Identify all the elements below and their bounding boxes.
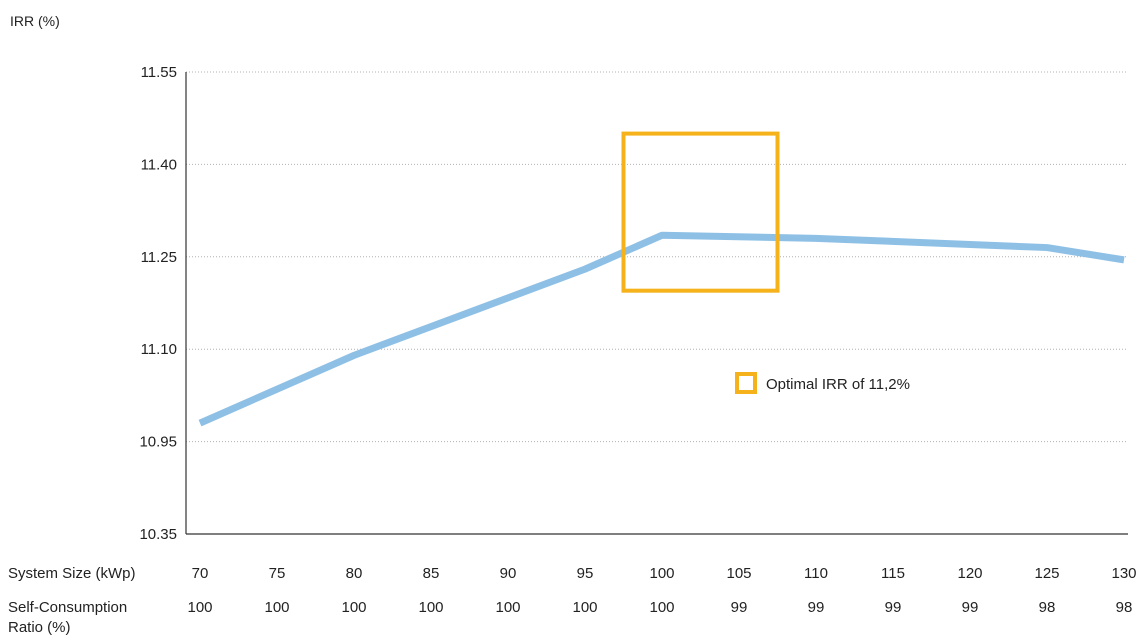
x-row-label-system-size: System Size (kWp) [8, 565, 136, 582]
y-tick-labels: 11.55 11.40 11.25 11.10 10.95 10.35 [139, 64, 177, 543]
x-tick-self-consumption: 99 [808, 599, 825, 616]
highlight-layer [621, 131, 780, 293]
x-tick-system-size: 90 [500, 565, 517, 582]
x-tick-system-size: 85 [423, 565, 440, 582]
series-line [198, 231, 1125, 427]
x-tick-system-size: 115 [881, 565, 905, 582]
x-tick-system-size: 105 [726, 565, 751, 582]
legend-label: Optimal IRR of 11,2% [766, 376, 910, 393]
x-tick-system-size: 80 [346, 565, 363, 582]
x-rows: System Size (kWp) 70 75 80 85 90 95 100 105 110 11… [8, 565, 1137, 636]
x-tick-system-size: 130 [1111, 565, 1136, 582]
x-tick-system-size: 100 [649, 565, 674, 582]
x-tick-self-consumption: 100 [341, 599, 366, 616]
x-tick-self-consumption: 98 [1039, 599, 1056, 616]
x-tick-system-size: 110 [804, 565, 828, 582]
y-tick-label: 11.25 [141, 249, 177, 266]
x-tick-system-size: 70 [192, 565, 209, 582]
x-tick-self-consumption: 99 [885, 599, 902, 616]
x-tick-system-size: 95 [577, 565, 594, 582]
x-tick-self-consumption: 100 [572, 599, 597, 616]
x-tick-system-size: 75 [269, 565, 286, 582]
optimal-highlight-box [621, 131, 780, 293]
x-tick-self-consumption: 99 [731, 599, 748, 616]
x-row-label-self-consumption: Self-Consumption Ratio (%) [8, 599, 127, 636]
legend: Optimal IRR of 11,2% [735, 372, 910, 394]
x-tick-self-consumption: 99 [962, 599, 979, 616]
y-tick-label: 10.95 [139, 434, 177, 451]
gridlines [186, 71, 1128, 443]
legend-swatch [735, 372, 757, 394]
y-axis-title: IRR (%) [10, 13, 60, 29]
x-tick-self-consumption: 100 [418, 599, 443, 616]
x-tick-system-size: 125 [1034, 565, 1059, 582]
x-tick-self-consumption: 100 [264, 599, 289, 616]
x-tick-self-consumption: 98 [1116, 599, 1133, 616]
x-tick-self-consumption: 100 [495, 599, 520, 616]
y-tick-label: 11.55 [141, 64, 177, 81]
x-tick-system-size: 120 [957, 565, 982, 582]
x-tick-self-consumption: 100 [187, 599, 212, 616]
y-tick-label: 10.35 [139, 526, 177, 543]
y-tick-label: 11.10 [141, 341, 177, 358]
x-tick-self-consumption: 100 [649, 599, 674, 616]
series-layer [198, 231, 1125, 427]
y-tick-label: 11.40 [141, 156, 177, 173]
